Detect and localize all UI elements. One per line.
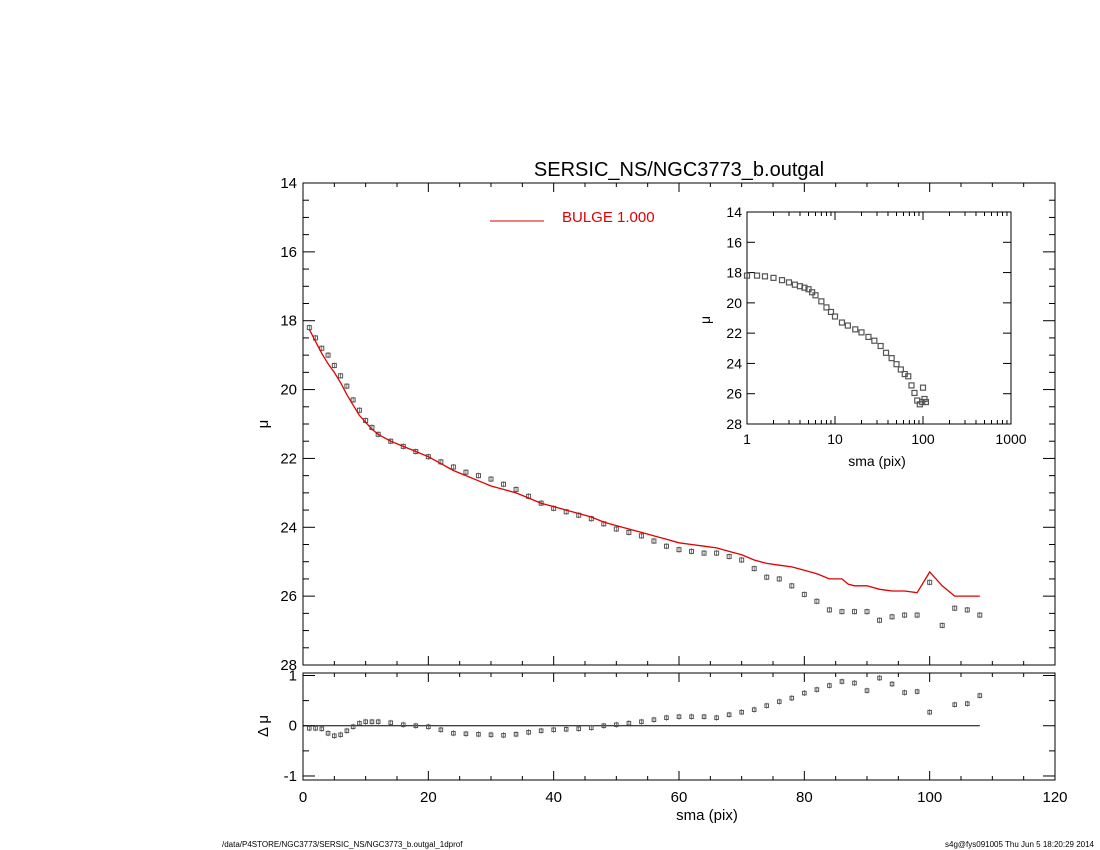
legend: BULGE 1.000 — [490, 209, 655, 226]
residual-y-ticks: 1 0 -1 — [284, 668, 1055, 785]
main-y-tick-label: 26 — [280, 588, 297, 605]
inset-data-point-marker — [905, 373, 912, 380]
bulge-model-line — [308, 329, 980, 597]
main-y-tick-label: 28 — [280, 657, 297, 674]
inset-data-point-marker — [801, 284, 808, 291]
inset-data-point-marker — [897, 366, 904, 373]
chart-title: SERSIC_NS/NGC3773_b.outgal — [534, 159, 824, 181]
inset-y-tick-label: 18 — [726, 265, 742, 281]
main-y-ticks: 14 16 18 20 22 24 26 28 — [280, 175, 1055, 674]
main-y-axis-label: μ — [255, 420, 272, 429]
residual-panel: 0 20 40 60 80 100 120 10-1 sma (pix) Δ μ — [255, 668, 1068, 824]
inset-series — [743, 272, 930, 408]
inset-data-point-marker — [778, 277, 786, 284]
inset-data-point-marker — [831, 313, 839, 320]
footer-file-path: /data/P4STORE/NGC3773/SERSIC_NS/NGC3773_… — [222, 840, 463, 849]
residual-y-axis-label: Δ μ — [255, 715, 272, 737]
footer-timestamp: s4g@fys091005 Thu Jun 5 18:20:29 2014 — [945, 840, 1094, 849]
inset-data-point-marker — [812, 292, 819, 299]
inset-y-tick-label: 22 — [726, 325, 742, 341]
inset-data-point-marker — [785, 279, 793, 286]
inset-data-point-marker — [823, 304, 830, 311]
inset-plot-frame — [746, 211, 1012, 425]
inset-data-point-marker — [753, 272, 761, 279]
inset-x-tick-label: 1000 — [995, 431, 1026, 447]
x-axis-label: sma (pix) — [676, 807, 738, 824]
x-tick-label: 40 — [545, 789, 562, 806]
residual-series — [303, 675, 983, 739]
residual-y-tick-label: 1 — [289, 668, 297, 685]
main-y-tick-label: 22 — [280, 450, 297, 467]
x-tick-label: 0 — [299, 789, 307, 806]
x-tick-label: 20 — [420, 789, 437, 806]
residual-y-tick-label: 0 — [289, 718, 297, 735]
inset-data-point-marker — [922, 398, 930, 406]
inset-y-tick-label: 26 — [726, 386, 742, 402]
inset-y-tick-label: 14 — [726, 204, 742, 220]
inset-data-point-marker — [743, 272, 751, 279]
x-tick-label: 100 — [917, 789, 942, 806]
inset-x-tick-label: 1 — [743, 431, 751, 447]
inset-data-point-marker — [858, 329, 865, 336]
inset-x-tick-label: 100 — [911, 431, 935, 447]
x-tick-label: 80 — [796, 789, 813, 806]
x-tick-label: 60 — [671, 789, 688, 806]
inset-y-tick-label: 20 — [726, 295, 742, 311]
inset-y-tick-label: 16 — [726, 234, 742, 250]
inset-data-point-marker — [919, 384, 927, 391]
inset-data-point-marker — [877, 342, 884, 350]
inset-data-point-marker — [908, 382, 915, 389]
main-y-tick-label: 24 — [280, 519, 297, 536]
inset-data-point-marker — [852, 326, 859, 333]
main-x-ticks — [302, 183, 1056, 665]
inset-y-axis-label: μ — [697, 316, 713, 324]
inset-data-point-marker — [818, 298, 825, 305]
main-y-tick-label: 18 — [280, 313, 297, 330]
inset-data-point-marker — [770, 274, 777, 281]
inset-data-point-marker — [911, 389, 918, 397]
main-series — [306, 324, 983, 629]
residual-y-tick-label: -1 — [284, 768, 297, 785]
x-tick-label: 120 — [1042, 789, 1067, 806]
main-y-tick-label: 16 — [280, 244, 297, 261]
inset-y-tick-label: 24 — [726, 355, 742, 371]
inset-log-panel: 1 10 100 1000 14 16 18 20 22 24 26 28 sma (pix) μ — [697, 204, 1027, 469]
inset-x-axis-label: sma (pix) — [848, 453, 906, 469]
legend-label-bulge: BULGE 1.000 — [562, 209, 655, 226]
inset-data-point-marker — [827, 308, 835, 316]
inset-x-ticks: 1 10 100 1000 — [743, 212, 1027, 447]
inset-data-point-marker — [893, 361, 900, 368]
inset-data-point-marker — [888, 355, 895, 362]
inset-x-tick-label: 10 — [827, 431, 843, 447]
inset-data-point-marker — [871, 337, 878, 344]
inset-y-ticks: 14 16 18 20 22 24 26 28 — [726, 204, 1011, 432]
inset-data-point-marker — [844, 322, 851, 329]
main-profile-panel: 14 16 18 20 22 24 26 28 μ BULGE 1.000 — [255, 175, 1056, 674]
main-y-tick-label: 20 — [280, 382, 297, 399]
inset-data-point-marker — [838, 319, 846, 326]
inset-data-point-marker — [882, 349, 890, 356]
inset-data-point-marker — [865, 333, 872, 341]
inset-data-point-marker — [761, 273, 769, 280]
residual-x-ticks: 0 20 40 60 80 100 120 — [299, 673, 1068, 806]
inset-y-tick-label: 28 — [726, 416, 742, 432]
main-y-tick-label: 14 — [280, 175, 297, 192]
